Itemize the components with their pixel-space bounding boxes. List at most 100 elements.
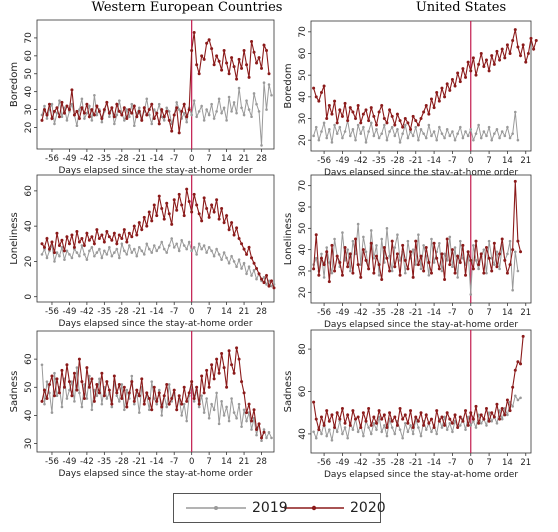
series-2019-point (78, 391, 81, 395)
series-2020-point (367, 267, 371, 271)
series-2019-point (341, 432, 344, 436)
x-tick-label: -7 (170, 154, 178, 164)
series-2019-point (130, 251, 134, 254)
series-2019-point (485, 134, 488, 138)
series-2019-point (93, 93, 96, 97)
series-2019-point (135, 254, 139, 258)
series-2020-point (348, 252, 352, 256)
series-2020-point (314, 95, 318, 99)
series-2020-point (490, 269, 494, 273)
series-2019-point (516, 269, 520, 273)
series-2020-point (409, 409, 413, 413)
x-tick-label: -56 (45, 307, 59, 317)
series-2020-point (202, 57, 206, 61)
series-2020-point (260, 436, 264, 440)
series-2020-point (137, 394, 141, 398)
series-2020-point (97, 237, 101, 240)
y-axis-label: Sadness (283, 371, 294, 413)
series-2020-point (380, 417, 384, 421)
series-2020-point (152, 117, 156, 121)
series-2020-point (456, 426, 460, 430)
series-2019-point (80, 405, 84, 409)
series-2020-point (162, 115, 166, 119)
series-2019-point (341, 136, 344, 140)
series-2019-point (167, 244, 171, 247)
x-axis-label: Days elapsed since the stay-at-home orde… (58, 319, 252, 329)
x-tick-label: 7 (486, 156, 491, 166)
x-tick-label: 14 (221, 307, 232, 317)
series-2020-point (50, 374, 54, 378)
series-2020-point (187, 391, 191, 395)
series-2020-point (142, 402, 146, 406)
series-2020-point (92, 242, 96, 246)
series-2020-point (120, 237, 124, 240)
series-2020-point (185, 399, 189, 403)
series-2020-point (411, 114, 415, 118)
series-2020-point (135, 388, 139, 392)
series-2019-point (403, 422, 407, 425)
series-2020-point (369, 423, 373, 427)
series-2019-point (508, 136, 512, 140)
series-2020-point (482, 65, 486, 68)
x-tick-label: -35 (97, 457, 111, 467)
series-2019-point (220, 258, 223, 261)
series-2019-point (160, 240, 164, 244)
series-2020-point (205, 207, 209, 211)
series-2019-point (212, 408, 216, 412)
series-2020-point (190, 380, 194, 384)
series-2019-point (513, 394, 517, 398)
x-tick-label: 0 (189, 154, 194, 164)
series-2020-point (242, 48, 246, 52)
series-2020-point (122, 228, 126, 232)
series-2019-point (320, 130, 323, 133)
series-2019-point (120, 383, 124, 386)
series-2019-point (419, 128, 423, 131)
series-2020-point (155, 214, 159, 218)
series-2020-point (424, 104, 428, 107)
series-2020-point (312, 400, 316, 404)
series-2019-point (98, 247, 101, 251)
series-2020-point (145, 224, 149, 228)
series-2020-point (367, 406, 371, 410)
series-2020-point (359, 121, 363, 125)
series-2019-point (312, 430, 315, 434)
series-2020-point (374, 421, 378, 425)
series-2019-point (55, 394, 59, 398)
series-2020-point (340, 273, 344, 277)
series-2020-point (105, 229, 109, 233)
x-tick-label: -28 (115, 154, 129, 164)
series-2020-point (487, 69, 491, 73)
series-2019-point (187, 240, 191, 244)
series-2020-point (338, 417, 342, 421)
series-2019-point (123, 408, 126, 412)
series-2019-point (432, 261, 436, 264)
series-2019-point (172, 246, 176, 249)
series-2019-point (414, 125, 418, 129)
series-2019-point (108, 246, 111, 249)
series-2020-point (403, 117, 407, 120)
x-tick-label: -28 (390, 308, 404, 318)
series-2019-point (398, 428, 402, 431)
series-2020-point (340, 114, 344, 118)
series-2020-point (107, 388, 111, 392)
series-2019-point (369, 432, 373, 436)
series-2019-point (516, 138, 520, 142)
series-2019-point (314, 256, 318, 260)
series-2020-point (516, 360, 520, 364)
series-2019-point (330, 141, 334, 144)
series-2019-point (513, 110, 517, 114)
series-2019-point (469, 128, 473, 131)
series-2019-point (235, 111, 238, 115)
panel-0: 20 30 40 50 60 70 -56 -49 -42 -35 -28 -21 -14 -7 0 7 14 2… (9, 19, 275, 176)
series-2020-point (361, 248, 365, 252)
series-2020-point (222, 48, 226, 52)
series-2019-point (45, 380, 49, 383)
series-2019-point (367, 426, 370, 429)
series-2019-point (364, 141, 368, 144)
series-2020-point (237, 357, 241, 361)
series-2019-point (485, 271, 488, 275)
series-2020-point (62, 385, 66, 389)
series-2020-point (377, 110, 381, 114)
series-2020-point (388, 108, 392, 112)
series-2019-point (265, 108, 268, 111)
